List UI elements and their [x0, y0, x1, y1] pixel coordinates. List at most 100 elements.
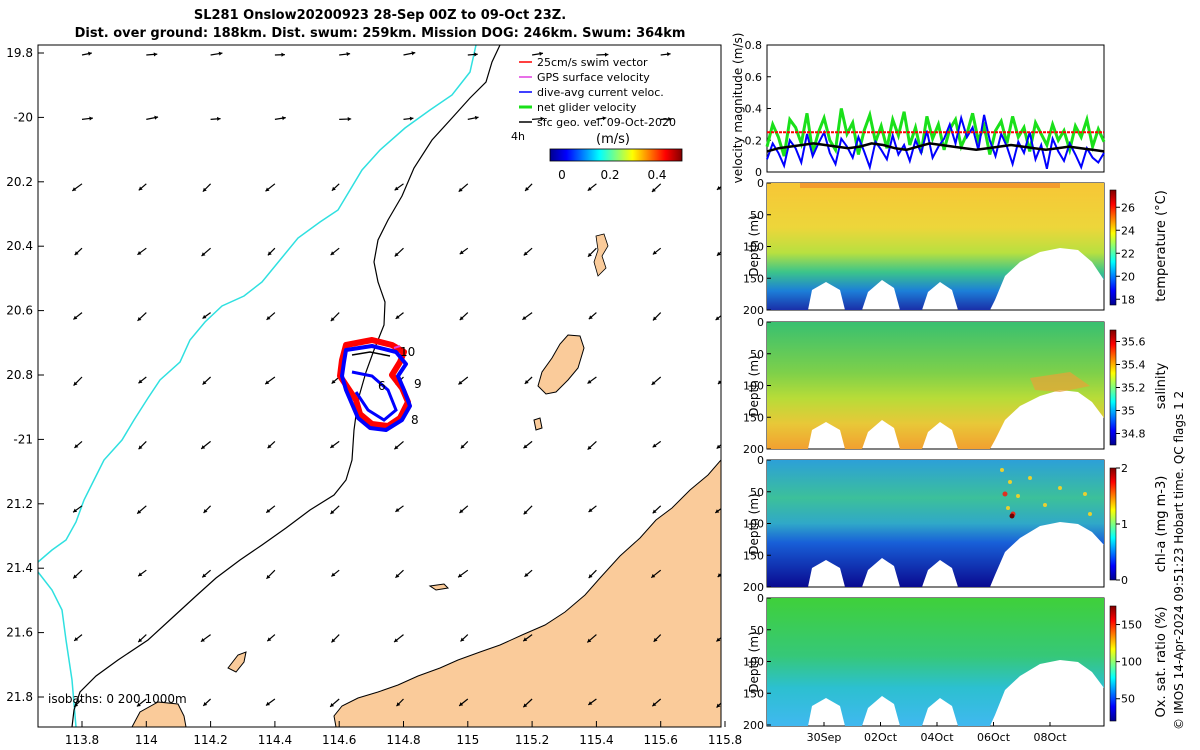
map-x-tick-label: 115.2	[515, 733, 549, 747]
map-y-tick-label: -21	[13, 432, 33, 446]
sfc-velocity-arrow	[137, 569, 147, 577]
sfc-velocity-arrow	[138, 440, 147, 450]
velocity-y-axis: 0 0.2 0.4 0.6 0.8	[745, 39, 771, 179]
map-x-tick-label: 115.4	[579, 733, 613, 747]
depth-tick-label: 50	[750, 624, 764, 637]
colorbar-tick: 0.4	[647, 168, 666, 182]
depth-tick-label: 50	[750, 209, 764, 222]
colorbar-tick: 0	[558, 168, 566, 182]
sfc-velocity-arrow	[394, 183, 404, 191]
sfc-velocity-arrow	[137, 312, 147, 322]
sfc-velocity-arrow	[266, 634, 276, 642]
sfc-velocity-arrow	[587, 247, 597, 258]
map-y-tick-label: 21.2	[6, 497, 33, 511]
map-y-tick-label: 19.8	[6, 46, 33, 60]
track-label: 6	[378, 379, 386, 393]
legend-dive-avg: dive-avg current veloc.	[537, 86, 664, 99]
land-barrow-island	[537, 334, 585, 395]
depth-tick-label: 200	[743, 443, 764, 456]
depth-tick-label: 200	[743, 581, 764, 594]
map-legend: 25cm/s swim vector GPS surface velocity …	[511, 56, 683, 182]
sfc-velocity-arrow	[460, 634, 469, 642]
map-y-tick-label: 20.4	[6, 239, 33, 253]
sfc-velocity-arrow	[651, 376, 662, 386]
time-tick-label: 04Oct	[920, 731, 954, 744]
salinity-colorbar	[1109, 329, 1117, 446]
sfc-velocity-arrow	[651, 183, 662, 193]
velocity-series-line	[766, 114, 1105, 171]
sfc-velocity-arrow	[588, 505, 597, 513]
sfc-velocity-arrow	[146, 115, 159, 120]
sfc-velocity-arrow	[652, 247, 662, 255]
map-y-tick-label: 20.2	[6, 175, 33, 189]
sfc-velocity-arrow	[396, 698, 404, 707]
sfc-velocity-arrow	[210, 116, 221, 121]
sfc-velocity-arrow	[339, 116, 352, 122]
sfc-velocity-arrow	[714, 507, 721, 514]
map-x-tick-label: 114.6	[322, 733, 356, 747]
map-frame	[37, 44, 722, 728]
depth-tick-label: 200	[743, 719, 764, 732]
velocity-series	[765, 108, 1106, 171]
sfc-velocity-arrow	[652, 312, 662, 321]
sfc-velocity-arrow	[522, 312, 533, 321]
sfc-velocity-arrow	[200, 440, 211, 450]
sfc-velocity-arrow	[81, 116, 93, 121]
salinity-ylabel: Depth (m)	[747, 355, 761, 416]
colorbar-tick-label: 24	[1121, 224, 1135, 237]
plot-title-line2: Dist. over ground: 188km. Dist. swum: 25…	[74, 26, 686, 41]
time-x-axis: 30Sep 02Oct 04Oct 06Oct 08Oct	[807, 722, 1067, 744]
sfc-velocity-arrow	[267, 440, 276, 449]
chlorophyll-field	[767, 460, 1104, 587]
oxygen-field	[767, 598, 1104, 726]
sfc-velocity-arrow	[460, 440, 469, 449]
sfc-velocity-arrow	[72, 569, 83, 579]
legend-sfc-geo-vel: sfc geo. vel. 09-Oct-2020	[537, 116, 676, 129]
velocity-series-line	[766, 142, 1105, 153]
sfc-velocity-arrow	[650, 569, 662, 579]
sfc-velocity-arrow	[202, 698, 212, 707]
sfc-velocity-arrow	[274, 116, 286, 121]
sfc-velocity-arrow	[202, 376, 212, 385]
sfc-velocity-arrow	[523, 440, 533, 449]
sfc-velocity-arrow	[524, 183, 533, 192]
sfc-velocity-arrow	[586, 634, 597, 643]
sfc-velocity-arrow	[146, 52, 158, 57]
sfc-velocity-arrow	[138, 183, 147, 191]
plot-title-line1: SL281 Onslow20200923 28-Sep 00Z to 09-Oc…	[193, 8, 567, 23]
depth-tick-label: 0	[757, 316, 764, 329]
velocity-y-tick-label: 0.4	[745, 103, 763, 116]
colorbar-tick-label: 35.4	[1121, 359, 1146, 372]
colorbar-tick-label: 35	[1121, 405, 1135, 418]
vector-interval-label: 4h	[511, 130, 525, 143]
depth-tick-label: 150	[743, 411, 764, 424]
sfc-velocity-arrow	[459, 312, 469, 321]
sfc-velocity-arrow	[265, 505, 276, 514]
sfc-velocity-arrow	[331, 634, 340, 643]
time-tick-label: 30Sep	[807, 731, 842, 744]
map-colorbar	[549, 148, 683, 162]
sfc-velocity-arrow	[459, 247, 469, 255]
depth-tick-label: 100	[743, 380, 764, 393]
land-island-montebello	[593, 233, 609, 277]
sfc-velocity-arrow	[596, 116, 607, 121]
sfc-velocity-arrow	[330, 247, 340, 256]
temperature-ylabel: Depth (m)	[747, 215, 761, 276]
sfc-velocity-arrow	[395, 505, 404, 513]
sfc-velocity-arrow	[201, 247, 211, 257]
depth-tick-label: 0	[757, 454, 764, 467]
temperature-colorbar	[1109, 189, 1117, 306]
map-x-tick-label: 115.8	[708, 733, 742, 747]
temperature-panel: Depth (m) 18 20 22 24 26 temperature (°C)	[747, 182, 1169, 311]
sfc-velocity-arrow	[459, 505, 469, 514]
depth-tick-label: 0	[757, 592, 764, 605]
colorbar-tick-label: 26	[1121, 201, 1135, 214]
sfc-velocity-arrow	[660, 117, 672, 122]
sfc-velocity-arrow	[266, 312, 276, 321]
sfc-velocity-arrow	[403, 51, 416, 56]
sfc-velocity-arrow	[524, 376, 533, 385]
sfc-velocity-arrow	[137, 247, 147, 256]
sfc-velocity-arrow	[138, 376, 147, 384]
isobath-0m-1000m-line	[38, 571, 77, 727]
map-x-tick-label: 114	[135, 733, 158, 747]
